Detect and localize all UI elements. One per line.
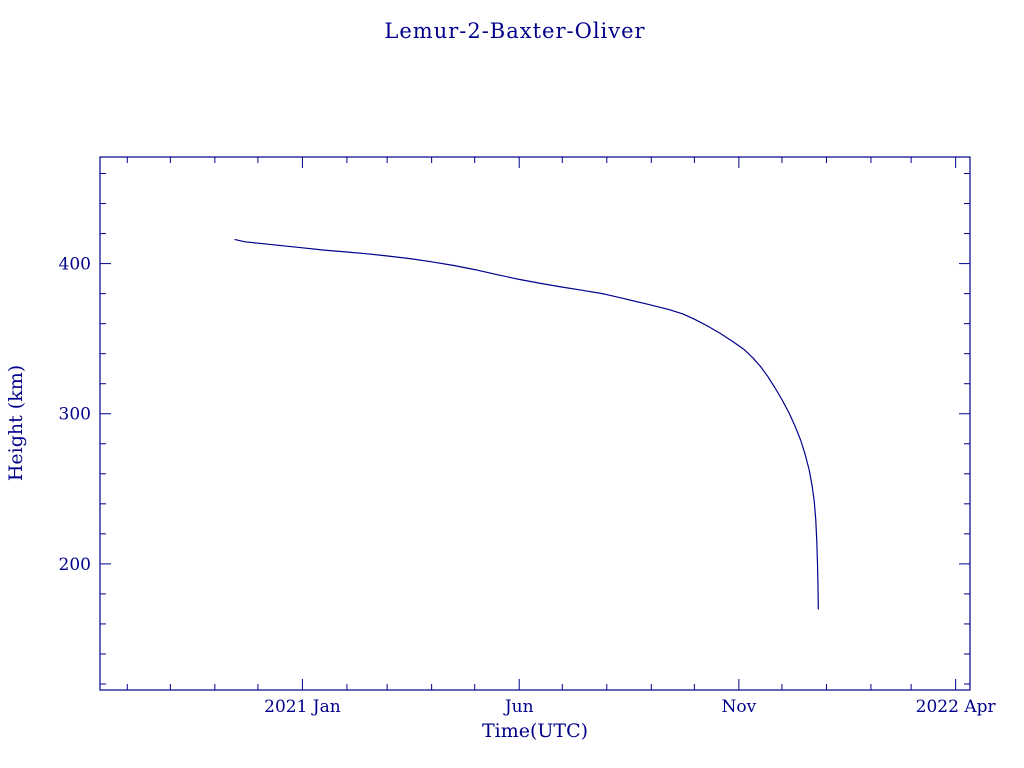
y-tick-label: 300 xyxy=(59,405,91,425)
y-tick-label: 400 xyxy=(59,255,91,275)
x-tick-label: 2022 Apr xyxy=(916,697,997,717)
y-tick-label: 200 xyxy=(59,555,91,575)
plot-frame xyxy=(99,156,971,691)
x-axis-label: Time(UTC) xyxy=(482,720,588,742)
y-axis-label: Height (km) xyxy=(5,365,27,481)
x-tick-label: Nov xyxy=(722,697,757,717)
x-tick-label: Jun xyxy=(503,697,534,717)
height-series-line xyxy=(234,239,819,610)
plot-area: 2021 Jan Jun Nov 2022 Apr 200 300 400 xyxy=(59,156,997,717)
chart-title: Lemur-2-Baxter-Oliver xyxy=(384,19,645,43)
x-tick-label: 2021 Jan xyxy=(264,697,341,717)
